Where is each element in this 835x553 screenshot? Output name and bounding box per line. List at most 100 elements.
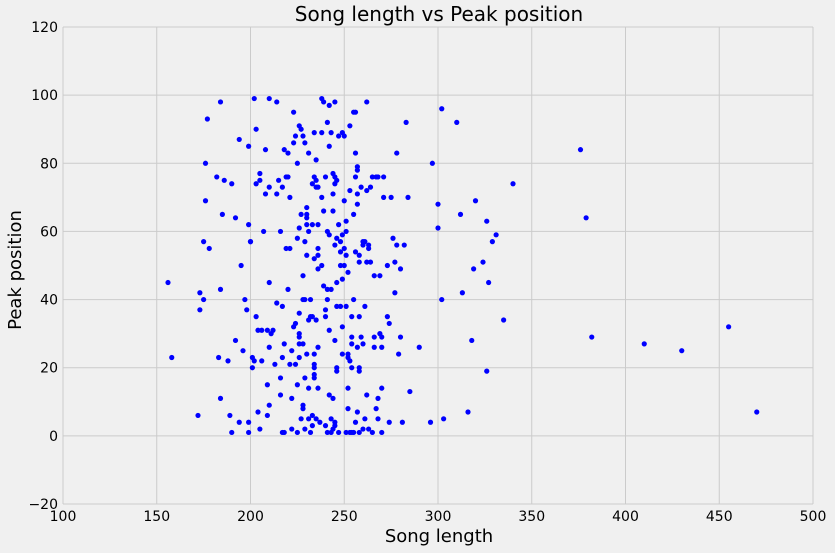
y-tick-label: −20 [28, 497, 58, 513]
data-point [266, 184, 272, 190]
data-point [169, 354, 175, 361]
data-point [279, 354, 285, 361]
data-point [334, 303, 340, 309]
data-point [236, 419, 242, 425]
x-tick-label: 150 [143, 509, 170, 525]
data-point [397, 334, 404, 340]
data-point [480, 259, 486, 265]
data-point [321, 208, 327, 214]
y-axis-label: Peak position [5, 210, 26, 330]
data-point [287, 361, 293, 367]
data-point [349, 341, 355, 347]
x-tick-label: 250 [331, 509, 358, 525]
data-point [345, 385, 351, 391]
data-point [315, 245, 321, 252]
data-point [227, 412, 233, 419]
data-point [407, 388, 413, 395]
data-point [217, 99, 224, 105]
data-point [296, 225, 302, 231]
data-point [296, 341, 302, 347]
data-point [441, 416, 447, 422]
data-point [435, 201, 441, 207]
data-point [304, 252, 310, 258]
data-point [364, 187, 370, 194]
data-point [304, 211, 310, 217]
data-point [261, 228, 267, 235]
data-point [358, 184, 364, 190]
data-point [302, 375, 308, 381]
data-point [501, 317, 507, 323]
data-point [291, 109, 297, 115]
data-point [326, 392, 332, 398]
data-point [381, 174, 387, 180]
x-axis-label: Song length [385, 526, 493, 547]
data-point [354, 191, 360, 197]
data-point [242, 296, 248, 303]
data-point [330, 208, 336, 214]
y-tick-label: 120 [31, 20, 58, 36]
data-point [322, 174, 329, 180]
data-point [272, 361, 278, 367]
x-tick-label: 100 [50, 509, 77, 525]
data-point [298, 126, 304, 132]
data-point [214, 174, 220, 180]
data-point [354, 164, 360, 170]
data-point [337, 262, 344, 269]
data-point [300, 273, 306, 279]
data-point [289, 348, 295, 354]
data-point [405, 194, 411, 200]
data-point [360, 426, 366, 432]
data-point [219, 211, 225, 217]
data-point [379, 344, 385, 350]
data-point [319, 130, 325, 136]
data-point [334, 177, 340, 183]
data-point [399, 419, 405, 425]
data-point [309, 222, 315, 228]
data-point [313, 177, 319, 183]
data-point [334, 235, 340, 241]
data-point [324, 286, 330, 292]
data-point [229, 429, 235, 436]
data-point [311, 375, 317, 381]
data-point [388, 194, 394, 200]
data-point [589, 334, 595, 340]
data-point [369, 174, 375, 180]
x-tick-label: 200 [237, 509, 264, 525]
data-point [326, 327, 332, 333]
data-point [471, 266, 477, 272]
data-point [439, 106, 445, 112]
data-point [337, 249, 344, 255]
data-point [354, 201, 360, 207]
data-point [264, 412, 270, 419]
data-point [390, 235, 396, 241]
data-point [201, 296, 207, 303]
data-point [457, 211, 464, 217]
data-point [259, 327, 265, 333]
data-point [277, 392, 284, 398]
data-point [679, 348, 685, 354]
data-point [429, 160, 435, 166]
x-tick-label: 350 [518, 509, 545, 525]
data-point [259, 358, 265, 364]
data-point [321, 99, 327, 105]
data-point [307, 296, 314, 303]
data-point [379, 429, 385, 436]
data-point [343, 228, 349, 235]
data-point [362, 239, 368, 245]
data-point [221, 177, 227, 183]
data-point [354, 409, 360, 415]
data-point [264, 327, 270, 333]
data-point [360, 341, 366, 347]
data-point [247, 239, 254, 245]
data-point [307, 429, 314, 436]
data-point [313, 157, 319, 163]
data-point [225, 358, 231, 364]
data-point [510, 181, 516, 187]
data-point [324, 429, 330, 436]
data-point [454, 119, 460, 125]
data-point [384, 262, 390, 269]
x-tick-label: 300 [425, 509, 452, 525]
data-point [332, 337, 338, 344]
data-point [484, 218, 490, 224]
y-tick-label: 100 [31, 88, 58, 104]
